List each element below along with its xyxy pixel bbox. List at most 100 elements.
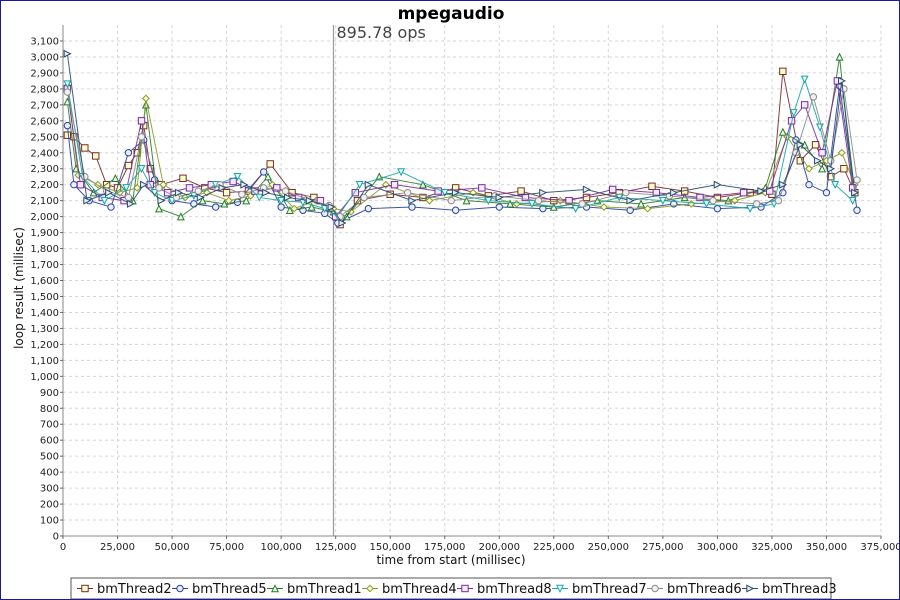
- plot-area: 0 100 200 300 400 500 600 700 800 900 1,000 1,100 1,…: [30, 23, 899, 553]
- legend-label: bmThread1: [287, 582, 362, 597]
- data-point: [133, 183, 142, 192]
- legend-box: [70, 577, 832, 599]
- legend: bmThread2 bmThread5 bmThread1 bmThread4 bmTh…: [70, 577, 837, 599]
- data-point: [224, 196, 233, 205]
- data-point: [789, 109, 798, 118]
- data-point: [137, 117, 146, 125]
- data-point: [582, 185, 591, 194]
- y-tick-label: 2,100: [30, 196, 59, 207]
- legend-marker: [81, 584, 89, 593]
- y-tick-label: 300: [40, 484, 59, 495]
- data-point: [140, 180, 149, 189]
- legend-label: bmThread6: [667, 582, 742, 597]
- data-point: [838, 76, 847, 85]
- marker-label: 895.78 ops: [336, 23, 425, 42]
- data-point: [63, 131, 72, 139]
- legend-item-bmThread2: bmThread2: [77, 582, 172, 597]
- data-point: [757, 187, 766, 196]
- data-point: [848, 196, 857, 205]
- y-tick-label: 2,200: [30, 180, 59, 191]
- data-point: [364, 204, 373, 213]
- x-tick-label: 375,000: [860, 542, 899, 553]
- data-point: [185, 184, 194, 192]
- x-tick-label: 125,000: [315, 542, 356, 553]
- data-point: [70, 180, 78, 189]
- data-point: [837, 148, 846, 157]
- data-point: [478, 184, 486, 192]
- data-point: [600, 203, 608, 211]
- legend-label: bmThread2: [97, 582, 172, 597]
- y-tick-label: 2,800: [30, 84, 59, 95]
- y-tick-label: 2,400: [30, 148, 59, 159]
- series-bmThread7: [63, 75, 857, 221]
- y-tick-label: 800: [40, 404, 59, 415]
- data-point: [778, 127, 787, 136]
- data-point: [702, 200, 711, 209]
- data-point: [364, 180, 373, 189]
- data-point: [774, 196, 783, 205]
- data-point: [766, 187, 774, 195]
- data-point: [805, 164, 813, 173]
- data-point: [643, 204, 652, 213]
- data-point: [246, 191, 255, 200]
- data-point: [157, 196, 166, 205]
- data-point: [63, 121, 72, 130]
- legend-marker: [461, 584, 469, 593]
- y-tick-label: 200: [40, 500, 59, 511]
- data-point: [194, 187, 202, 195]
- data-point: [565, 196, 573, 205]
- data-point: [220, 199, 229, 208]
- data-point: [730, 196, 739, 205]
- data-point: [137, 133, 146, 141]
- x-tick-label: 200,000: [479, 542, 520, 553]
- data-point: [338, 219, 347, 228]
- x-tick-label: 300,000: [697, 542, 738, 553]
- data-point: [506, 199, 515, 208]
- y-tick-label: 500: [40, 452, 59, 463]
- data-point: [853, 176, 861, 184]
- data-point: [240, 180, 249, 189]
- data-point: [83, 196, 92, 205]
- legend-label: bmThread3: [762, 582, 837, 597]
- data-point: [141, 94, 150, 103]
- data-point: [154, 204, 163, 213]
- x-tick-label: 25,000: [100, 542, 135, 553]
- y-tick-label: 1,200: [30, 340, 59, 351]
- data-point: [818, 149, 826, 157]
- x-tick-label: 150,000: [370, 542, 411, 553]
- data-point: [351, 188, 359, 197]
- data-point: [124, 193, 133, 202]
- data-point: [81, 144, 89, 152]
- data-point: [390, 180, 399, 189]
- legend-item-bmThread7: bmThread7: [552, 582, 647, 597]
- x-tick-label: 325,000: [751, 542, 792, 553]
- data-point: [277, 196, 286, 205]
- data-point: [840, 85, 848, 93]
- data-point: [273, 184, 281, 192]
- data-point: [696, 193, 704, 202]
- data-point: [637, 199, 646, 208]
- data-point: [626, 196, 635, 205]
- data-point: [403, 188, 412, 197]
- y-tick-label: 1,700: [30, 260, 59, 271]
- data-point: [622, 188, 630, 197]
- data-point: [779, 180, 788, 189]
- data-point: [746, 204, 755, 213]
- legend-item-bmThread4: bmThread4: [362, 582, 457, 597]
- y-tick-label: 3,000: [30, 52, 59, 63]
- data-point: [355, 180, 364, 190]
- data-point: [238, 190, 246, 198]
- data-point: [811, 141, 820, 149]
- data-point: [176, 212, 185, 221]
- data-point: [827, 173, 835, 181]
- data-point: [800, 75, 809, 84]
- data-point: [549, 202, 558, 211]
- chart-title: mpegaudio: [398, 4, 505, 24]
- legend-item-bmThread6: bmThread6: [647, 582, 742, 597]
- data-point: [752, 200, 761, 208]
- data-point: [835, 52, 844, 61]
- data-point: [233, 173, 242, 182]
- y-tick-label: 1,100: [30, 356, 59, 367]
- data-point: [814, 156, 823, 165]
